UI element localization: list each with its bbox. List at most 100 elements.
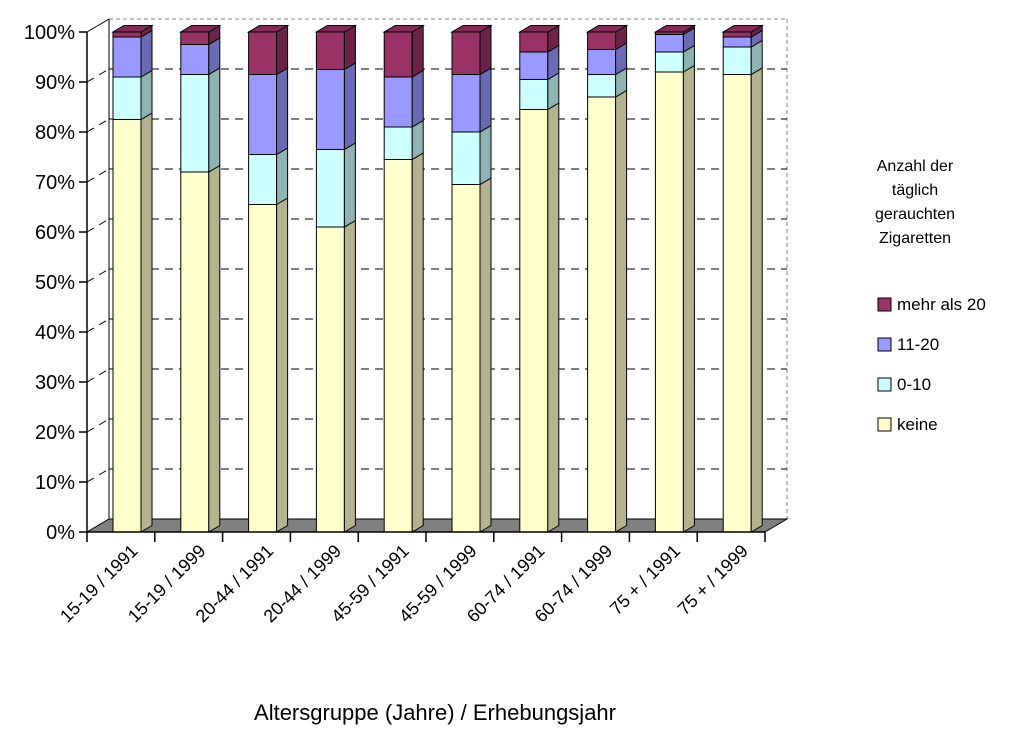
bar-11-20-60-74-1991: [519, 44, 560, 81]
bar-front: [180, 31, 210, 45]
bar-mehr-als-20-60-74-1999: [585, 24, 629, 51]
bar-mehr-als-20-15-19-1991: [111, 24, 154, 38]
bar-front: [180, 171, 210, 533]
bar-11-20-20-44-1991: [248, 67, 289, 156]
y-tick-label: 0%: [46, 522, 75, 544]
gridline-side: [86, 68, 110, 83]
bar-11-20-20-44-1999: [315, 62, 356, 151]
y-tick-label: 80%: [35, 122, 75, 144]
bar-front: [587, 49, 617, 75]
legend-title-line: gerauchten: [875, 206, 955, 223]
bar-stack-60-74-1991: [517, 24, 561, 533]
bar-keine-60-74-1999: [587, 89, 628, 533]
bar-top: [450, 25, 493, 33]
bar-stack-20-44-1999: [314, 24, 358, 533]
bar-mehr-als-20-45-59-1999: [450, 24, 493, 76]
bar-side: [411, 24, 424, 78]
y-tick-label: 70%: [35, 172, 75, 194]
bar-front: [587, 74, 617, 98]
bar-front: [112, 36, 142, 78]
legend-item-mehr-als-20: mehr als 20: [877, 295, 986, 314]
x-tick-label-75-1991: 75 + / 1991: [606, 541, 684, 619]
bar-0-10-60-74-1991: [519, 72, 560, 111]
y-tick-label: 100%: [24, 22, 75, 44]
bar-0-10-20-44-1999: [315, 142, 356, 228]
bar-side: [479, 24, 492, 76]
bar-front: [180, 44, 210, 75]
bar-front: [383, 126, 413, 160]
bar-front: [722, 31, 752, 38]
legend-label: 11-20: [897, 335, 939, 354]
y-axis-ticks: 0% 10% 20% 30% 40% 50% 60% 70% 80% 90% 100%: [24, 22, 87, 544]
bar-front: [315, 226, 345, 533]
bar-front: [112, 31, 142, 38]
gridline-side: [86, 418, 110, 433]
bar-front: [451, 184, 481, 533]
gridline-side: [86, 118, 110, 133]
bar-side: [411, 69, 424, 128]
bar-11-20-45-59-1999: [451, 67, 492, 133]
bar-top: [517, 25, 561, 33]
bar-side: [547, 102, 560, 533]
bar-side: [343, 219, 356, 533]
legend-title-line: täglich: [892, 182, 938, 199]
bar-side: [479, 124, 492, 186]
y-tick-label: 40%: [35, 322, 75, 344]
bar-top: [246, 25, 290, 33]
bar-stack-15-19-1999: [178, 24, 222, 533]
bar-front: [248, 74, 278, 155]
bar-side: [208, 67, 221, 173]
bar-keine-45-59-1991: [383, 152, 424, 533]
gridline-side: [86, 468, 110, 483]
bar-0-10-15-19-1991: [112, 69, 153, 121]
bar-front: [587, 96, 617, 533]
bar-mehr-als-20-45-59-1991: [382, 24, 426, 78]
bar-keine-60-74-1991: [519, 102, 560, 533]
bar-side: [479, 67, 492, 133]
bar-front: [519, 109, 549, 533]
bar-front: [654, 34, 684, 53]
bar-mehr-als-20-20-44-1991: [246, 24, 290, 76]
bar-front: [315, 149, 345, 228]
bar-top: [111, 25, 154, 33]
legend-swatch: [877, 337, 892, 352]
bar-front: [587, 31, 617, 50]
bar-front: [248, 154, 278, 205]
bar-keine-15-19-1999: [180, 164, 221, 533]
bar-keine-15-19-1991: [112, 112, 153, 533]
bar-front: [451, 31, 481, 75]
legend-item-0-10: 0-10: [877, 375, 931, 394]
bar-front: [519, 51, 549, 80]
y-tick-label: 60%: [35, 222, 75, 244]
bar-front: [722, 46, 752, 75]
bars: [111, 24, 765, 533]
bar-top: [314, 25, 358, 33]
bar-stack-75-1999: [721, 24, 765, 533]
bar-stack-15-19-1991: [111, 24, 154, 533]
bar-mehr-als-20-60-74-1991: [517, 24, 561, 53]
bar-11-20-45-59-1991: [383, 69, 424, 128]
bar-stack-45-59-1991: [382, 24, 426, 533]
bar-stack-45-59-1999: [450, 24, 493, 533]
x-tick-label-75-1999: 75 + / 1999: [674, 541, 752, 619]
bar-side: [140, 29, 153, 78]
bar-side: [411, 152, 424, 533]
bar-stack-20-44-1991: [246, 24, 290, 533]
bar-front: [451, 74, 481, 133]
bar-front: [519, 79, 549, 110]
bar-front: [112, 119, 142, 533]
x-axis-title: Altersgruppe (Jahre) / Erhebungsjahr: [254, 700, 616, 725]
bar-mehr-als-20-75-1991: [653, 24, 697, 36]
bar-0-10-15-19-1999: [180, 67, 221, 173]
legend-title-line: Zigaretten: [879, 230, 951, 247]
bar-front: [180, 74, 210, 173]
bar-front: [451, 131, 481, 185]
bar-front: [248, 204, 278, 533]
y-tick-label: 90%: [35, 72, 75, 94]
bar-front: [315, 69, 345, 150]
y-tick-label: 20%: [35, 422, 75, 444]
bar-top: [653, 25, 697, 33]
gridline-side: [86, 268, 110, 283]
gridline-side: [86, 168, 110, 183]
